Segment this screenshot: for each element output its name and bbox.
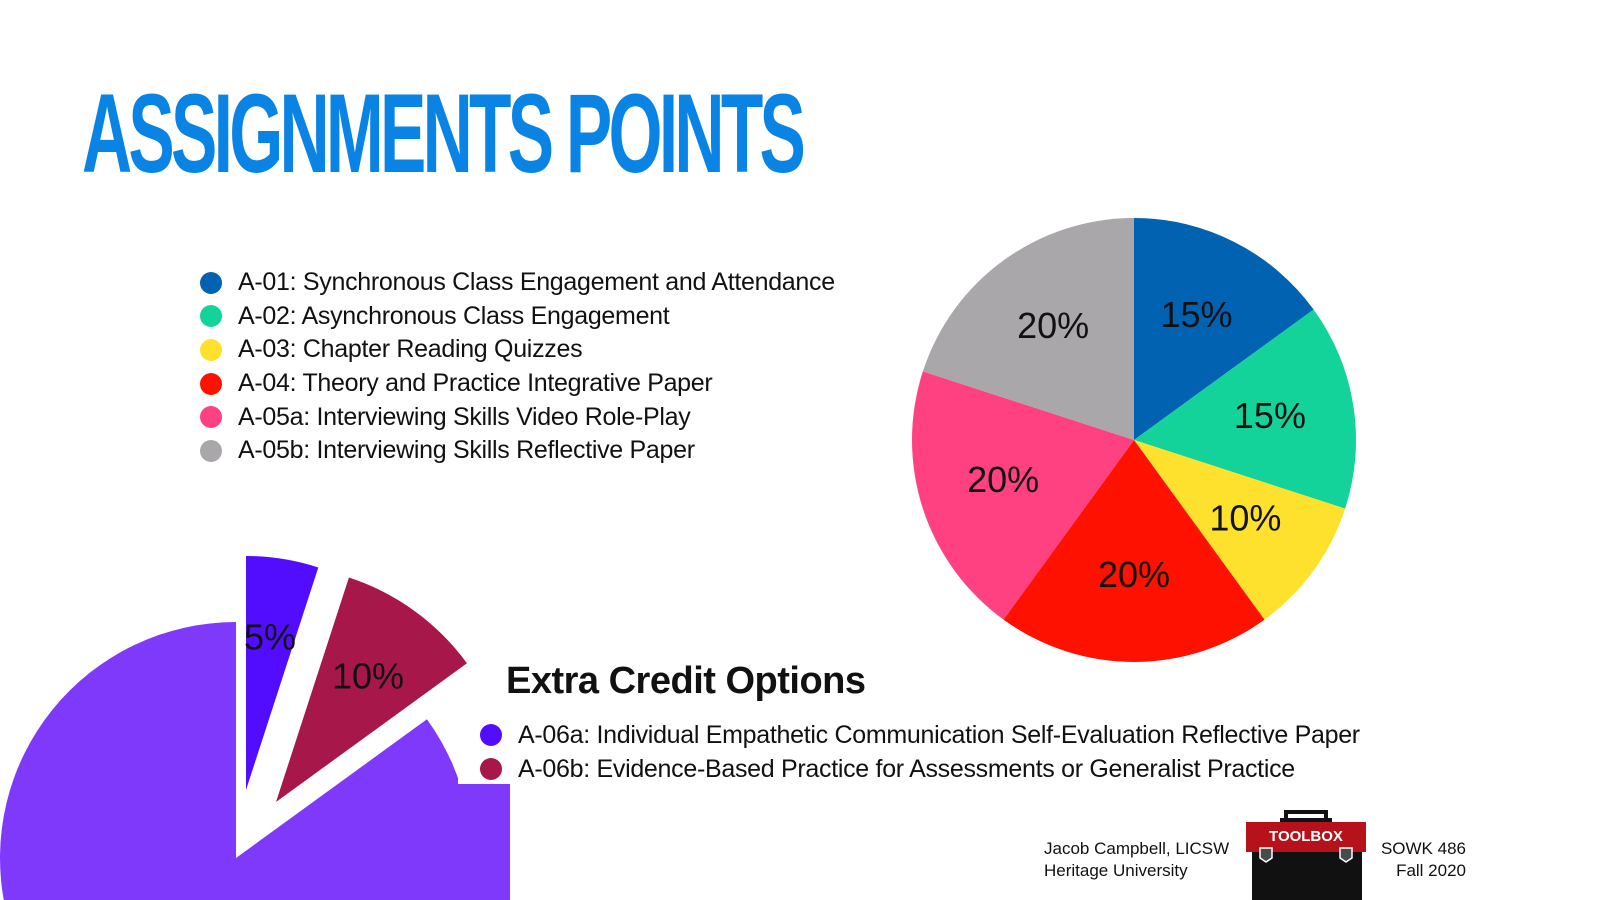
pie-slice bbox=[1134, 309, 1356, 509]
legend-item: A-06b: Evidence-Based Practice for Asses… bbox=[480, 752, 1360, 786]
footer-course-block: SOWK 486 Fall 2020 bbox=[1380, 838, 1466, 882]
course-term: Fall 2020 bbox=[1396, 861, 1466, 880]
legend-dot-icon bbox=[480, 724, 502, 746]
legend-label: A-06a: Individual Empathetic Communicati… bbox=[518, 720, 1360, 749]
page-title: ASSIGNMENTS POINTS bbox=[82, 71, 806, 196]
author-name: Jacob Campbell, LICSW bbox=[1044, 839, 1230, 858]
pie-slice bbox=[912, 371, 1134, 620]
legend-item: A-01: Synchronous Class Engagement and A… bbox=[200, 266, 835, 300]
extra-credit-title: Extra Credit Options bbox=[506, 660, 866, 702]
legend-dot-icon bbox=[200, 406, 222, 429]
legend-dot-icon bbox=[200, 439, 222, 462]
pie-slice bbox=[276, 577, 467, 802]
legend-label: A-05b: Interviewing Skills Reflective Pa… bbox=[238, 436, 695, 465]
legend-dot-icon bbox=[200, 271, 222, 294]
legend-item: A-05a: Interviewing Skills Video Role-Pl… bbox=[200, 400, 835, 434]
legend-label: A-04: Theory and Practice Integrative Pa… bbox=[238, 369, 713, 398]
legend-item: A-05b: Interviewing Skills Reflective Pa… bbox=[200, 434, 835, 468]
legend-dot-icon bbox=[200, 338, 222, 361]
pie-slice bbox=[1134, 440, 1346, 620]
institution-name: Heritage University bbox=[1044, 861, 1188, 880]
pie-slice bbox=[0, 622, 472, 900]
legend-label: A-05a: Interviewing Skills Video Role-Pl… bbox=[238, 402, 691, 431]
pie-slice-label: 15% bbox=[1160, 294, 1232, 335]
toolbox-logo-icon: TOOLBOX bbox=[1246, 810, 1366, 900]
pie-slice bbox=[922, 218, 1134, 440]
pie-slice-label: 10% bbox=[1209, 497, 1281, 538]
legend-dot-icon bbox=[200, 305, 222, 328]
pie-slice bbox=[1134, 218, 1314, 440]
assignments-legend: A-01: Synchronous Class Engagement and A… bbox=[200, 266, 835, 468]
pie-slice-label: 20% bbox=[1098, 554, 1170, 595]
pie-slice-label: 20% bbox=[1017, 305, 1089, 346]
legend-dot-icon bbox=[480, 758, 502, 780]
legend-item: A-04: Theory and Practice Integrative Pa… bbox=[200, 367, 835, 401]
legend-item: A-06a: Individual Empathetic Communicati… bbox=[480, 718, 1360, 752]
pie-slice-label: 15% bbox=[1234, 395, 1306, 436]
legend-label: A-02: Asynchronous Class Engagement bbox=[238, 301, 670, 330]
legend-label: A-06b: Evidence-Based Practice for Asses… bbox=[518, 754, 1295, 783]
legend-item: A-03: Chapter Reading Quizzes bbox=[200, 333, 835, 367]
legend-dot-icon bbox=[200, 372, 222, 395]
legend-label: A-01: Synchronous Class Engagement and A… bbox=[238, 268, 835, 297]
legend-item: A-02: Asynchronous Class Engagement bbox=[200, 300, 835, 334]
pie-slice-label: 5% bbox=[244, 617, 296, 658]
legend-label: A-03: Chapter Reading Quizzes bbox=[238, 335, 583, 364]
footer-author-block: Jacob Campbell, LICSW Heritage Universit… bbox=[1044, 838, 1229, 882]
extra-credit-legend: A-06a: Individual Empathetic Communicati… bbox=[480, 718, 1360, 786]
svg-text:TOOLBOX: TOOLBOX bbox=[1269, 828, 1343, 845]
pie-slice bbox=[246, 556, 319, 790]
pie-slice-label: 20% bbox=[967, 459, 1039, 500]
pie-slice-label: 10% bbox=[332, 656, 404, 697]
pie-slice bbox=[1003, 440, 1265, 662]
course-code: SOWK 486 bbox=[1380, 839, 1466, 858]
